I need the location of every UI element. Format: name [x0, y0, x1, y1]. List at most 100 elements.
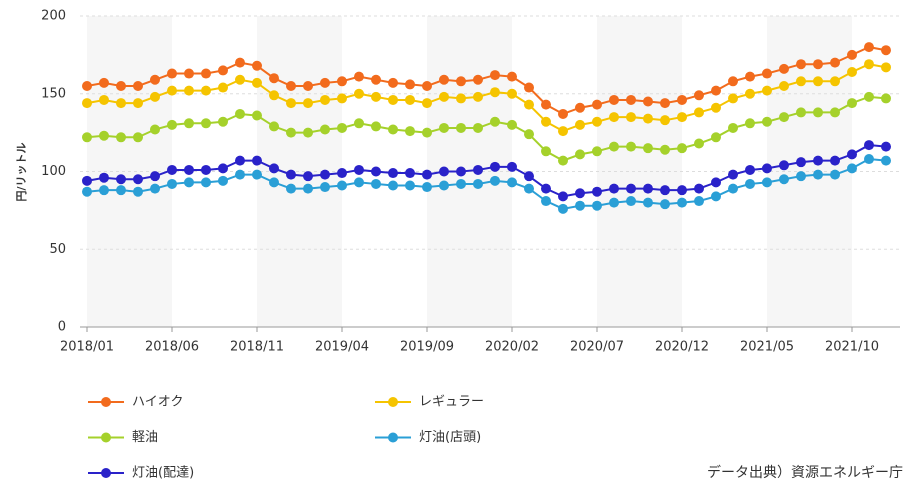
data-point — [116, 80, 126, 91]
data-point — [286, 98, 296, 109]
data-point — [320, 77, 330, 88]
data-point — [167, 119, 177, 130]
data-point — [252, 169, 262, 180]
data-point — [218, 175, 228, 186]
data-point — [830, 107, 840, 118]
x-tick-label: 2020/02 — [485, 340, 539, 355]
data-point — [609, 197, 619, 208]
background-band — [257, 16, 342, 327]
data-point — [99, 185, 109, 196]
data-point — [439, 122, 449, 133]
data-point — [252, 60, 262, 71]
y-tick-label: 50 — [49, 242, 66, 257]
data-point — [473, 122, 483, 133]
data-point — [82, 132, 92, 143]
data-point — [847, 163, 857, 174]
data-point — [218, 116, 228, 127]
x-tick-label: 2018/01 — [60, 340, 114, 355]
data-point — [184, 164, 194, 175]
data-point — [830, 57, 840, 68]
data-point — [201, 85, 211, 96]
data-point — [558, 155, 568, 166]
data-point — [473, 178, 483, 189]
data-point — [320, 94, 330, 105]
data-point — [507, 177, 517, 188]
data-point — [303, 171, 313, 182]
data-point — [354, 88, 364, 99]
legend-marker — [101, 432, 111, 443]
data-point — [762, 163, 772, 174]
data-point — [779, 174, 789, 185]
data-point — [541, 146, 551, 157]
data-point — [388, 168, 398, 179]
data-point — [609, 141, 619, 152]
data-point — [167, 68, 177, 79]
data-point — [99, 130, 109, 141]
data-point — [320, 124, 330, 135]
data-point — [354, 118, 364, 129]
data-point — [575, 188, 585, 199]
data-point — [558, 126, 568, 137]
data-point — [388, 124, 398, 135]
data-point — [592, 116, 602, 127]
data-point — [490, 116, 500, 127]
data-point — [150, 124, 160, 135]
data-point — [813, 155, 823, 166]
data-point — [626, 94, 636, 105]
data-point — [439, 180, 449, 191]
x-tick-label: 2020/12 — [655, 340, 709, 355]
data-point — [99, 172, 109, 183]
data-point — [354, 164, 364, 175]
data-point — [830, 155, 840, 166]
data-point — [252, 155, 262, 166]
data-point — [507, 161, 517, 172]
data-point — [201, 68, 211, 79]
data-point — [82, 186, 92, 197]
data-point — [677, 112, 687, 123]
data-point — [643, 96, 653, 107]
data-point — [82, 80, 92, 91]
data-point — [575, 119, 585, 130]
data-point — [796, 107, 806, 118]
data-point — [150, 171, 160, 182]
data-point — [286, 127, 296, 138]
data-point — [116, 98, 126, 109]
data-point — [796, 59, 806, 70]
data-point — [745, 88, 755, 99]
data-point — [320, 182, 330, 193]
data-point — [252, 77, 262, 88]
data-point — [235, 74, 245, 85]
legend-label: 灯油(店頭) — [419, 430, 481, 445]
data-point — [864, 140, 874, 151]
data-point — [609, 94, 619, 105]
data-point — [388, 77, 398, 88]
data-point — [439, 166, 449, 177]
data-point — [575, 102, 585, 113]
data-point — [796, 171, 806, 182]
data-point — [184, 177, 194, 188]
x-tick-label: 2021/05 — [740, 340, 794, 355]
data-point — [813, 76, 823, 87]
data-point — [592, 200, 602, 211]
x-tick-label: 2019/04 — [315, 340, 369, 355]
data-point — [711, 85, 721, 96]
data-point — [269, 163, 279, 174]
data-point — [286, 169, 296, 180]
data-point — [439, 74, 449, 85]
data-point — [354, 177, 364, 188]
data-point — [762, 68, 772, 79]
data-point — [99, 94, 109, 105]
data-point — [796, 157, 806, 168]
data-point — [99, 77, 109, 88]
data-point — [660, 185, 670, 196]
data-point — [728, 183, 738, 194]
data-point — [643, 197, 653, 208]
data-point — [184, 68, 194, 79]
data-point — [422, 169, 432, 180]
data-point — [235, 155, 245, 166]
data-point — [286, 183, 296, 194]
data-point — [677, 197, 687, 208]
data-point — [456, 122, 466, 133]
data-point — [541, 183, 551, 194]
